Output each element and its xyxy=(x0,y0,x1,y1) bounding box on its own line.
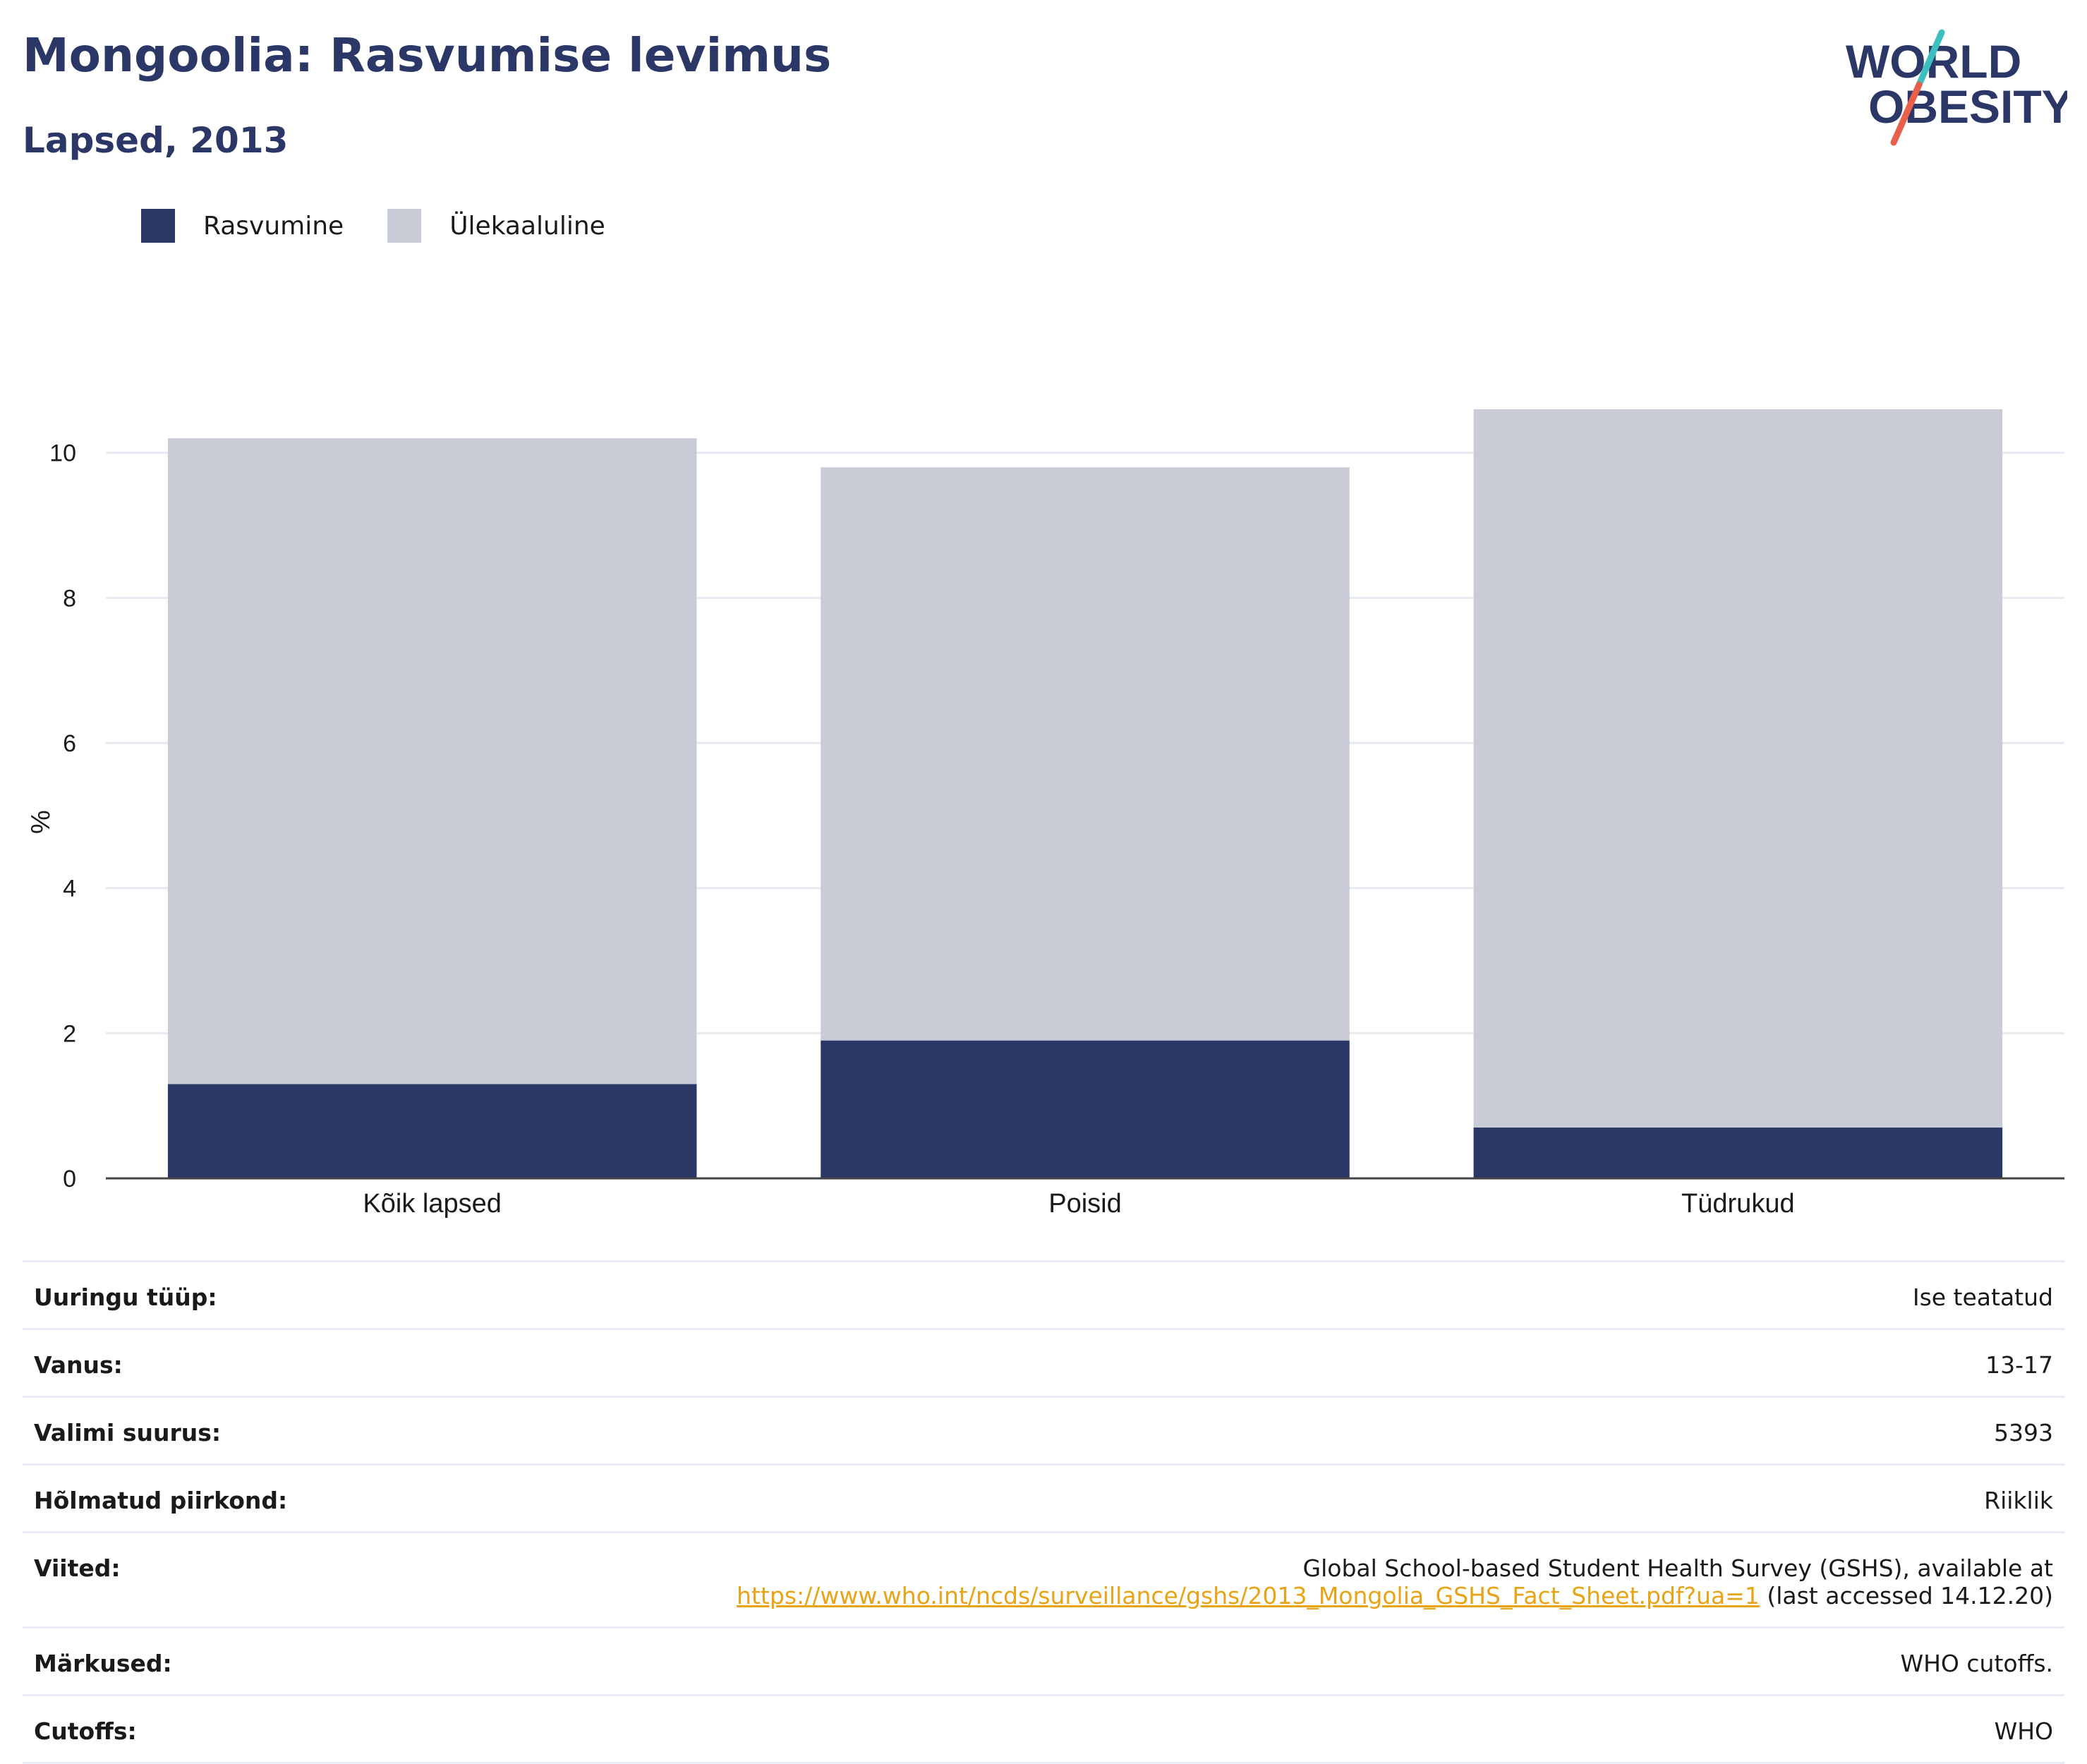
bar-overweight xyxy=(167,438,697,1085)
y-tick-label: 2 xyxy=(63,1020,76,1047)
y-tick-label: 6 xyxy=(63,730,76,757)
bar-obesity xyxy=(167,1084,697,1178)
legend-label-obesity: Rasvumine xyxy=(203,211,344,241)
x-tick-label: Kõik lapsed xyxy=(363,1189,501,1219)
meta-label: Cutoffs: xyxy=(34,1717,137,1745)
legend-item-overweight[interactable]: Ülekaaluline xyxy=(387,209,605,243)
meta-value: WHO xyxy=(1994,1717,2053,1745)
logo-slash-coral xyxy=(1890,81,1923,146)
y-tick-label: 8 xyxy=(63,585,76,612)
meta-label: Valimi suurus: xyxy=(34,1419,222,1446)
meta-label: Märkused: xyxy=(34,1650,172,1677)
meta-value: Riiklik xyxy=(1984,1487,2053,1514)
bar-obesity xyxy=(1473,1128,2003,1178)
legend-swatch-overweight xyxy=(387,209,422,243)
bar-overweight xyxy=(821,467,1350,1041)
meta-value: WHO cutoffs. xyxy=(1900,1650,2053,1677)
bar-obesity xyxy=(821,1040,1350,1178)
y-tick-label: 0 xyxy=(63,1166,76,1192)
meta-label: Hõlmatud piirkond: xyxy=(34,1487,288,1514)
x-tick-label: Poisid xyxy=(1048,1189,1122,1219)
y-tick-label: 4 xyxy=(63,876,76,902)
bar-chart: 0 2 4 6 8 10% Kõik lapsed Poisid Tüdrukud xyxy=(26,409,2064,1219)
world-obesity-logo: WORLD OBESITY xyxy=(1846,29,2067,146)
y-axis-label: % xyxy=(26,810,56,834)
y-tick-label: 10 xyxy=(49,440,76,467)
bar-overweight xyxy=(1473,409,2003,1128)
chart-legend: Rasvumine Ülekaaluline xyxy=(141,209,649,243)
reference-link[interactable]: https://www.who.int/ncds/surveillance/gs… xyxy=(737,1582,1760,1609)
legend-swatch-obesity xyxy=(141,209,175,243)
meta-row-age: Vanus: 13-17 xyxy=(23,1328,2064,1396)
meta-label: Viited: xyxy=(34,1554,121,1582)
legend-label-overweight: Ülekaaluline xyxy=(449,211,605,241)
meta-label: Uuringu tüüp: xyxy=(34,1283,217,1311)
meta-row-notes: Märkused: WHO cutoffs. xyxy=(23,1626,2064,1694)
meta-value: 5393 xyxy=(1994,1419,2053,1446)
meta-value: 13-17 xyxy=(1985,1351,2053,1379)
meta-row-sample-size: Valimi suurus: 5393 xyxy=(23,1396,2064,1463)
reference-text: Global School-based Student Health Surve… xyxy=(1302,1554,2053,1582)
page-title: Mongoolia: Rasvumise levimus xyxy=(23,28,832,83)
meta-label: Vanus: xyxy=(34,1351,123,1379)
logo-slash-teal xyxy=(1916,29,1945,88)
x-tick-label: Tüdrukud xyxy=(1681,1189,1795,1219)
page-subtitle: Lapsed, 2013 xyxy=(23,120,289,161)
meta-row-coverage: Hõlmatud piirkond: Riiklik xyxy=(23,1463,2064,1531)
metadata-table: Uuringu tüüp: Ise teatatud Vanus: 13-17 … xyxy=(23,1260,2064,1764)
reference-accessed: (last accessed 14.12.20) xyxy=(1759,1582,2053,1609)
meta-row-cutoffs: Cutoffs: WHO xyxy=(23,1694,2064,1764)
legend-item-obesity[interactable]: Rasvumine xyxy=(141,209,344,243)
meta-value-references: Global School-based Student Health Surve… xyxy=(737,1554,2053,1609)
meta-row-survey-type: Uuringu tüüp: Ise teatatud xyxy=(23,1260,2064,1328)
meta-row-references: Viited: Global School-based Student Heal… xyxy=(23,1531,2064,1626)
meta-value: Ise teatatud xyxy=(1912,1283,2053,1311)
